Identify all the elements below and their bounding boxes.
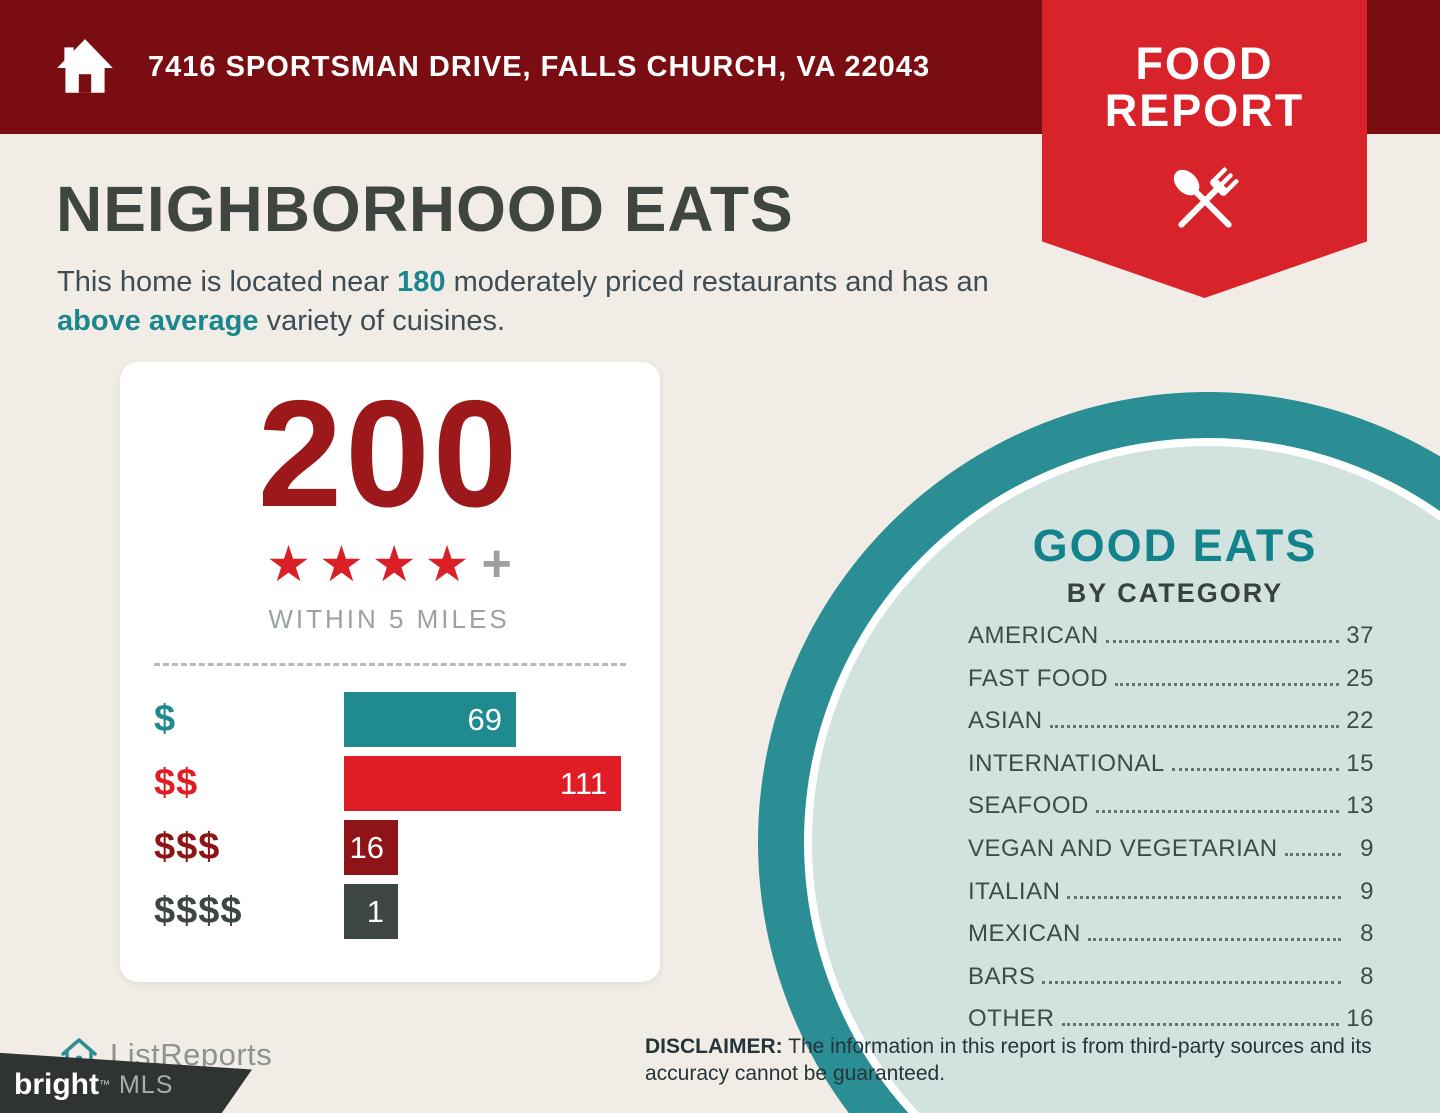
price-tier-label: $$$ [154, 826, 221, 868]
bar-fill: 111 [344, 756, 621, 811]
category-label: MEXICAN [968, 920, 1081, 948]
dot-leader [1115, 682, 1340, 686]
bright-wordmark: bright [14, 1068, 99, 1101]
category-value: 8 [1360, 962, 1374, 990]
category-row: OTHER 16 [968, 1005, 1374, 1033]
bar-row: $ 69 [154, 692, 624, 747]
bar-row: $$ 111 [154, 756, 624, 811]
dot-leader [1105, 640, 1340, 643]
bar-fill: 69 [344, 692, 516, 747]
disclaimer-label: DISCLAIMER: [645, 1035, 783, 1058]
restaurant-stats-card: 200 ★★★★+ WITHIN 5 MILES $ 69 $$ 111 [120, 362, 660, 982]
plus-sign: + [481, 535, 512, 593]
price-tier-label: $ [154, 698, 177, 740]
price-tier-label: $$ [154, 762, 199, 804]
radius-caption: WITHIN 5 MILES [268, 604, 510, 634]
category-value: 15 [1346, 749, 1374, 777]
bar-fill: 16 [344, 820, 398, 875]
category-row: MEXICAN 8 [968, 920, 1374, 948]
bar-track: 111 [344, 756, 624, 811]
dot-leader [1042, 980, 1341, 984]
price-tier-bar-chart: $ 69 $$ 111 $$$ 16 [154, 692, 624, 939]
dot-leader [1095, 810, 1340, 814]
good-eats-title: GOOD EATS [1032, 520, 1318, 571]
intro-mid: moderately priced restaurants and has an [445, 266, 989, 298]
category-row: INTERNATIONAL 15 [968, 750, 1374, 778]
dot-leader [1061, 1023, 1340, 1027]
bar-row: $$$ 16 [154, 820, 624, 875]
category-label: VEGAN AND VEGETARIAN [968, 834, 1278, 862]
property-address: 7416 SPORTSMAN DRIVE, FALLS CHURCH, VA 2… [148, 50, 931, 83]
price-tier-label: $$$$ [154, 890, 243, 932]
category-label: ITALIAN [968, 877, 1061, 905]
category-label: OTHER [968, 1005, 1055, 1033]
bar-value: 111 [559, 765, 607, 801]
category-row: BARS 8 [968, 963, 1374, 991]
bar-track: 1 [344, 884, 624, 939]
category-value: 9 [1360, 877, 1374, 905]
category-row: SEAFOOD 13 [968, 792, 1374, 820]
category-value: 25 [1346, 664, 1374, 692]
badge-title: FOOD REPORT [1104, 38, 1305, 137]
category-value: 22 [1346, 707, 1374, 735]
crossed-utensils-icon [1173, 166, 1239, 228]
dashed-divider [154, 663, 626, 666]
intro-post: variety of cuisines. [258, 305, 506, 338]
category-label: BARS [968, 962, 1036, 990]
bar-track: 16 [344, 820, 624, 875]
category-row: VEGAN AND VEGETARIAN 9 [968, 835, 1374, 863]
category-value: 8 [1360, 920, 1374, 948]
category-label: INTERNATIONAL [968, 749, 1165, 777]
house-icon [57, 39, 113, 93]
food-report-badge: FOOD REPORT [1042, 0, 1367, 298]
category-label: FAST FOOD [968, 664, 1109, 692]
bar-value: 69 [467, 701, 502, 737]
star-rating: ★★★★ [266, 536, 478, 592]
category-label: SEAFOOD [968, 792, 1089, 820]
intro-pre: This home is located near [57, 266, 398, 298]
dot-leader [1284, 852, 1341, 856]
good-eats-subtitle: BY CATEGORY [1066, 578, 1284, 608]
rating-row: ★★★★+ [154, 534, 624, 594]
category-value: 16 [1346, 1005, 1374, 1033]
category-row: ITALIAN 9 [968, 878, 1374, 906]
disclaimer-text: DISCLAIMER: The information in this repo… [645, 1035, 1372, 1086]
category-label: AMERICAN [968, 622, 1099, 649]
category-value: 13 [1346, 792, 1374, 820]
category-value: 37 [1346, 622, 1374, 649]
intro-text: This home is located near 180 moderately… [57, 263, 1007, 341]
category-row: ASIAN 22 [968, 707, 1374, 735]
dot-leader [1067, 895, 1341, 899]
bar-track: 69 [344, 692, 624, 747]
good-eats-circle [758, 392, 1440, 1113]
category-row: FAST FOOD 25 [968, 665, 1374, 693]
category-row: AMERICAN 37 [968, 622, 1374, 650]
good-eats-header: GOOD EATS BY CATEGORY [940, 520, 1410, 609]
page-title: NEIGHBORHOOD EATS [56, 173, 794, 245]
dot-leader [1171, 767, 1340, 771]
dot-leader [1087, 938, 1341, 942]
bar-row: $$$$ 1 [154, 884, 624, 939]
trademark-symbol: ™ [98, 1079, 110, 1091]
category-list: AMERICAN 37 FAST FOOD 25 ASIAN 22 INTERNATI… [968, 622, 1374, 1048]
bar-fill: 1 [344, 884, 398, 939]
variety-highlight: above average [57, 305, 259, 338]
bar-value: 16 [349, 829, 384, 865]
mls-wordmark: MLS [118, 1070, 174, 1099]
restaurant-count-highlight: 180 [397, 266, 446, 298]
restaurant-total-count: 200 [257, 369, 521, 539]
dot-leader [1049, 725, 1340, 729]
category-label: ASIAN [968, 707, 1043, 735]
category-value: 9 [1360, 834, 1374, 862]
bar-value: 1 [366, 893, 384, 929]
